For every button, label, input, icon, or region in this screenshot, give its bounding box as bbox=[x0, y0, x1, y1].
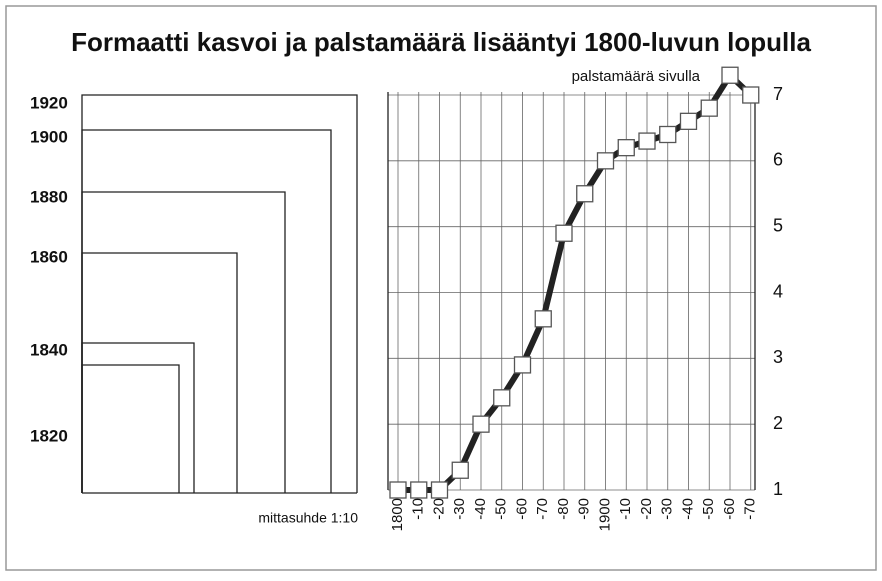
format-year: 1880 bbox=[30, 187, 68, 206]
x-tick-label: -10 bbox=[617, 498, 634, 520]
x-tick-label: -30 bbox=[659, 498, 676, 520]
data-point bbox=[513, 356, 532, 374]
data-point bbox=[617, 139, 635, 157]
format-year: 1860 bbox=[30, 247, 68, 266]
y-axis-label: palstamäärä sivulla bbox=[572, 68, 701, 85]
scale-note: mittasuhde 1:10 bbox=[258, 510, 358, 526]
y-tick-label: 4 bbox=[773, 281, 783, 301]
y-tick-label: 6 bbox=[773, 150, 783, 170]
format-year: 1920 bbox=[30, 93, 68, 112]
format-outline bbox=[81, 364, 180, 493]
data-point bbox=[679, 112, 698, 130]
data-point bbox=[659, 125, 677, 144]
format-year: 1900 bbox=[30, 127, 68, 146]
data-point bbox=[389, 481, 407, 499]
data-point bbox=[576, 185, 594, 203]
x-tick-label: -70 bbox=[742, 498, 759, 520]
format-year: 1840 bbox=[30, 340, 68, 359]
y-tick-label: 1 bbox=[773, 479, 783, 499]
x-tick-label: -90 bbox=[576, 498, 593, 520]
x-tick-label: -20 bbox=[430, 498, 447, 520]
data-point bbox=[493, 389, 511, 407]
x-tick-label: -70 bbox=[534, 498, 551, 520]
y-tick-label: 2 bbox=[773, 413, 783, 433]
x-tick-label: -10 bbox=[410, 498, 427, 520]
data-point bbox=[430, 481, 449, 499]
x-tick-label: -50 bbox=[493, 498, 510, 520]
x-tick-label: -60 bbox=[721, 498, 738, 520]
x-tick-label: -30 bbox=[451, 498, 468, 520]
x-tick-label: -20 bbox=[638, 498, 655, 520]
x-tick-label: -60 bbox=[513, 498, 530, 520]
y-tick-label: 7 bbox=[773, 84, 783, 104]
x-tick-label: 1800 bbox=[389, 498, 406, 531]
x-tick-label: -40 bbox=[472, 498, 489, 520]
frame bbox=[5, 5, 877, 571]
format-year: 1820 bbox=[30, 426, 68, 445]
y-tick-label: 3 bbox=[773, 347, 783, 367]
x-tick-label: -40 bbox=[679, 498, 696, 520]
data-point bbox=[534, 310, 552, 328]
data-point bbox=[410, 481, 428, 499]
data-point bbox=[638, 132, 656, 150]
data-point bbox=[596, 152, 615, 170]
data-point bbox=[700, 99, 718, 117]
y-tick-label: 5 bbox=[773, 215, 783, 235]
chart-title: Formaatti kasvoi ja palstamäärä lisäänty… bbox=[71, 27, 811, 57]
data-point bbox=[742, 86, 760, 104]
x-tick-label: -80 bbox=[555, 498, 572, 520]
x-tick-label: 1900 bbox=[596, 498, 613, 531]
data-point bbox=[721, 66, 739, 84]
data-point bbox=[451, 461, 469, 479]
x-tick-label: -50 bbox=[700, 498, 717, 520]
data-point bbox=[472, 415, 490, 433]
data-point bbox=[555, 224, 573, 242]
